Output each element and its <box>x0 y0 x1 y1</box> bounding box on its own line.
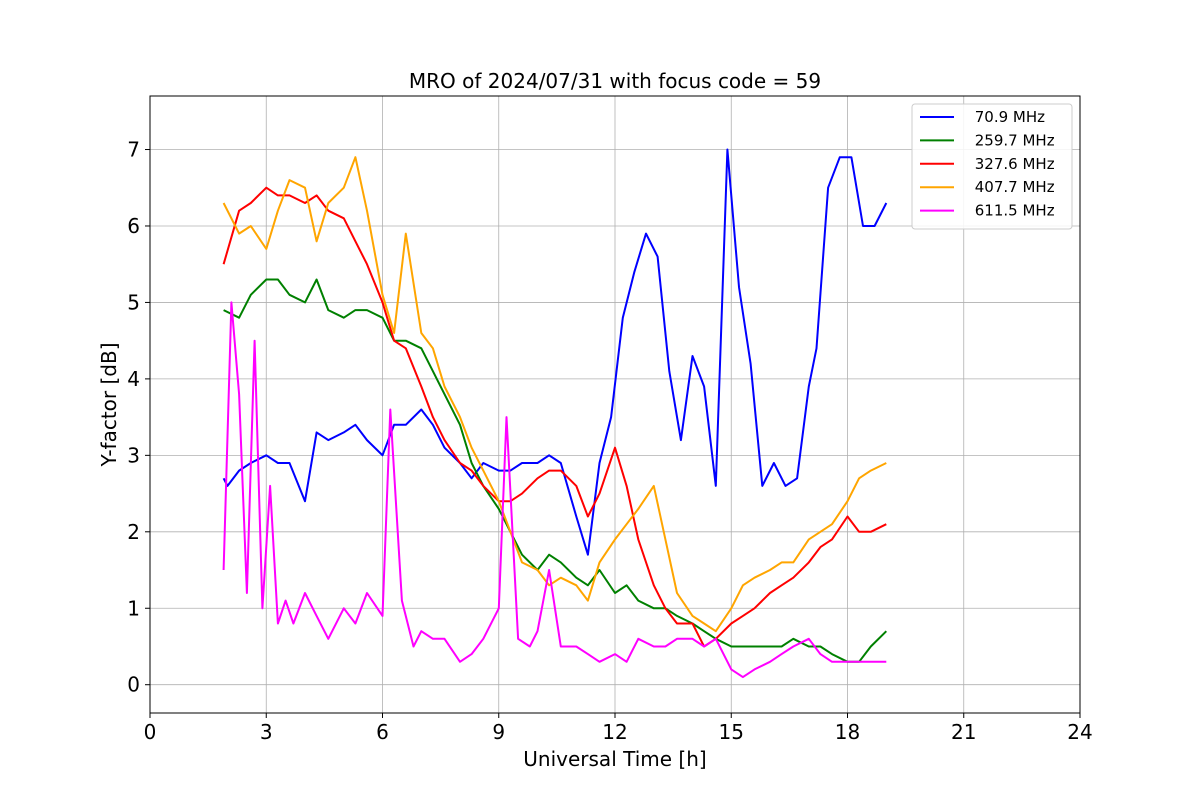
y-tick-label: 1 <box>127 596 140 620</box>
series-line-4 <box>222 301 887 679</box>
y-tick-label: 7 <box>127 138 140 162</box>
x-tick-label: 6 <box>376 720 389 744</box>
y-tick-label: 6 <box>127 214 140 238</box>
series-line-2 <box>222 186 887 648</box>
x-tick-label: 15 <box>719 720 744 744</box>
x-tick-label: 0 <box>144 720 157 744</box>
y-tick-label: 2 <box>127 520 140 544</box>
x-axis-label: Universal Time [h] <box>523 747 706 771</box>
y-tick-label: 3 <box>127 443 140 467</box>
y-tick-label: 5 <box>127 290 140 314</box>
x-tick-label: 9 <box>492 720 505 744</box>
x-tick-label: 21 <box>951 720 976 744</box>
x-tick-label: 3 <box>260 720 273 744</box>
series-line-3 <box>222 156 887 633</box>
plot-series <box>222 148 888 679</box>
y-axis-label: Y-factor [dB] <box>97 342 121 467</box>
y-tick-label: 0 <box>127 673 140 697</box>
legend: 70.9 MHz 259.7 MHz 327.6 MHz 407.7 MHz 6… <box>911 103 1073 230</box>
series-line-0 <box>222 148 888 556</box>
legend-label-0: 70.9 MHz <box>970 108 1045 126</box>
y-tick-label: 4 <box>127 367 140 391</box>
series-line-1 <box>223 278 888 663</box>
x-tick-label: 24 <box>1067 720 1092 744</box>
x-tick-label: 18 <box>835 720 860 744</box>
legend-label-1: 259.7 MHz <box>970 131 1055 149</box>
chart-title: MRO of 2024/07/31 with focus code = 59 <box>409 69 821 93</box>
x-tick-label: 12 <box>602 720 627 744</box>
legend-label-2: 327.6 MHz <box>970 155 1055 173</box>
legend-label-3: 407.7 MHz <box>970 178 1055 196</box>
legend-box <box>911 103 1073 230</box>
legend-label-4: 611.5 MHz <box>970 202 1055 220</box>
